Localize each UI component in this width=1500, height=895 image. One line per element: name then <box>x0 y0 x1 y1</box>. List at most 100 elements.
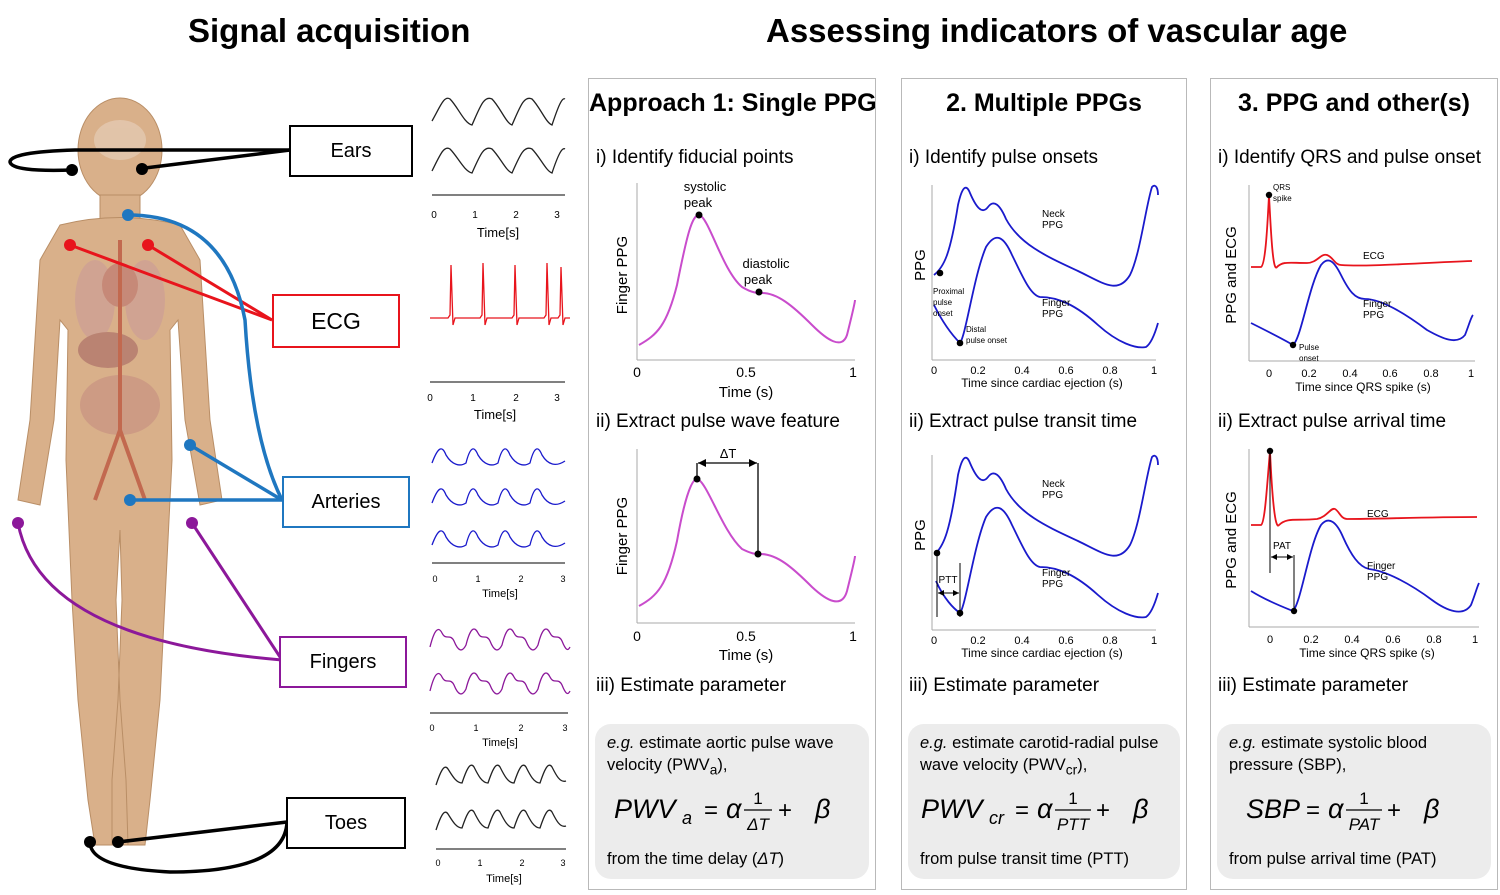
approach2-eq-num: 1 <box>1068 789 1077 808</box>
approach3-g1-finger-wave <box>1250 259 1474 347</box>
ears-sensor-left <box>66 164 78 176</box>
toes-connector <box>88 820 289 874</box>
approach3-desc-em: e.g. <box>1229 734 1257 752</box>
toes-wave-2 <box>435 809 567 831</box>
toes-wave-1 <box>435 764 567 786</box>
approach2-g2-proximal-dot <box>933 549 941 557</box>
approach1-g1-ylabel: Finger PPG <box>614 236 631 314</box>
signal-acquisition-title: Signal acquisition <box>188 12 471 49</box>
approach2-g1-prox-1: Proximal <box>933 287 964 296</box>
approach3-eq-beta: β <box>1423 794 1439 824</box>
arteries-sensor-groin <box>124 494 136 506</box>
approach2-g2-tick-1: 0.2 <box>970 635 985 647</box>
approach1-desc-text: estimate aortic pulse wave velocity (PWV <box>607 734 834 774</box>
approach2-step3: iii) Estimate parameter <box>909 675 1100 696</box>
approach1-eq-den: ΔT <box>746 815 770 834</box>
approach3-g1-tick-0: 0 <box>1266 368 1272 380</box>
approach1-g1-tick-1: 0.5 <box>736 364 756 380</box>
approach1-desc-sub: a <box>709 762 718 778</box>
approach3-step2: ii) Extract pulse arrival time <box>1218 411 1447 432</box>
arteries-sensor-wrist <box>184 439 196 451</box>
ears-wave-1 <box>431 97 566 126</box>
approach2-g2-finger-wave <box>935 506 1159 619</box>
approach2-g2-neck-2: PPG <box>1042 490 1063 501</box>
ecg-tick-2: 2 <box>513 393 519 404</box>
approach1-g1-xlabel: Time (s) <box>719 384 773 401</box>
approach2-equation-svg: PWV cr = α 1 PTT + β <box>921 789 1148 834</box>
ears-tick-1: 1 <box>472 210 478 221</box>
approach1-eq-num: 1 <box>753 789 762 808</box>
approach2-step1: i) Identify pulse onsets <box>909 147 1099 168</box>
approach3-g2-tick-4: 0.8 <box>1426 634 1441 646</box>
approach2-g1-finger-wave <box>933 236 1159 349</box>
approach2-desc-text: estimate carotid-radial pulse wave veloc… <box>920 734 1159 774</box>
approach1-equation: PWV a = α 1 ΔT + β <box>595 786 869 836</box>
arteries-wave-2 <box>431 488 566 506</box>
approach1-g1-diastolic-dot <box>755 288 763 296</box>
approach3-g1-finger-1: Finger <box>1363 299 1392 310</box>
approach3-eq-alpha: α <box>1328 794 1345 824</box>
approach2-from: from pulse transit time (PTT) <box>920 850 1130 868</box>
fingers-tick-1: 1 <box>473 723 478 733</box>
approach2-g2-neck-wave <box>935 454 1159 557</box>
approach2-g1-tick-4: 0.8 <box>1102 365 1117 377</box>
approach2-g1-tick-1: 0.2 <box>970 365 985 377</box>
ecg-tick-3: 3 <box>554 393 560 404</box>
approach3-g1-tick-2: 0.4 <box>1342 368 1357 380</box>
toes-tick-1: 1 <box>477 858 482 868</box>
toes-signals: 0 1 2 3 Time[s] <box>435 764 567 885</box>
body-diagram <box>8 97 291 874</box>
ecg-electrode-right <box>142 239 154 251</box>
approach1-g2-ylabel: Finger PPG <box>614 497 631 575</box>
approach2-g2-xlabel: Time since cardiac ejection (s) <box>961 646 1123 660</box>
arteries-tick-2: 2 <box>518 574 523 584</box>
arteries-connector <box>127 213 284 502</box>
arteries-tick-1: 1 <box>475 574 480 584</box>
approach3-eq-num: 1 <box>1359 789 1368 808</box>
fingers-sensor-left <box>12 517 24 529</box>
ears-wave-2 <box>431 147 566 174</box>
approach1-g1-ann-diastolic-1: diastolic <box>743 256 790 271</box>
approach1-g2-xlabel: Time (s) <box>719 647 773 664</box>
approach1-g2-systolic-dot <box>693 475 701 483</box>
approach1-desc-end: ), <box>717 756 728 774</box>
approach1-eq-alpha: α <box>726 794 743 824</box>
approach1-from-em: ΔT <box>757 850 779 868</box>
fingers-wave-2 <box>429 672 571 695</box>
approach1-step3: iii) Estimate parameter <box>596 675 787 696</box>
approach3-g2-onset-dot <box>1290 607 1298 615</box>
approach3-g1-tick-4: 0.8 <box>1423 368 1438 380</box>
approach1-eq-lhs: PWV <box>614 794 678 824</box>
approach1-eq-lhs-sub: a <box>682 808 692 828</box>
approach1-eq-plus: + <box>778 797 792 824</box>
approach3-g1-ecg-wave <box>1251 194 1473 269</box>
approach3-g1-onset-dot <box>1289 341 1297 349</box>
approach3-eq-den: PAT <box>1349 815 1381 834</box>
approach3-g1-pulse-1: Pulse <box>1299 343 1320 352</box>
approach1-desc-em: e.g. <box>607 734 635 752</box>
ecg-electrode-left <box>64 239 76 251</box>
ecg-xlabel: Time[s] <box>474 407 516 422</box>
approach1-g1-ppg-curve <box>638 213 856 346</box>
approach2-g1-distal-dot <box>956 339 964 347</box>
approach3-g1-pulse-2: onset <box>1299 354 1319 363</box>
body-silhouette <box>17 97 223 846</box>
site-box-toes: Toes <box>286 797 406 849</box>
approach2-equation: PWV cr = α 1 PTT + β <box>908 786 1180 836</box>
approach2-desc-sub: cr <box>1065 762 1078 778</box>
approach2-g2-finger-1: Finger <box>1042 568 1071 579</box>
approach1-g2-ppg-curve <box>638 477 856 607</box>
approach1-equation-box: e.g. estimate aortic pulse wave velocity… <box>595 724 869 879</box>
approach3-g1-finger-2: PPG <box>1363 310 1384 321</box>
ears-connector <box>8 148 291 173</box>
approach3-g2-qrs-dot <box>1266 447 1274 455</box>
arteries-tick-3: 3 <box>560 574 565 584</box>
approach2-g2-ptt: PTT <box>939 575 958 586</box>
approach2-step2: ii) Extract pulse transit time <box>909 411 1138 432</box>
approach2-g2-tick-4: 0.8 <box>1102 635 1117 647</box>
ears-xlabel: Time[s] <box>477 225 519 240</box>
arteries-wave-1 <box>431 448 566 466</box>
approach1-g2-tick-1: 0.5 <box>736 628 756 644</box>
approach2-desc-em: e.g. <box>920 734 948 752</box>
approach1-g1-ann-systolic-2: peak <box>684 195 713 210</box>
